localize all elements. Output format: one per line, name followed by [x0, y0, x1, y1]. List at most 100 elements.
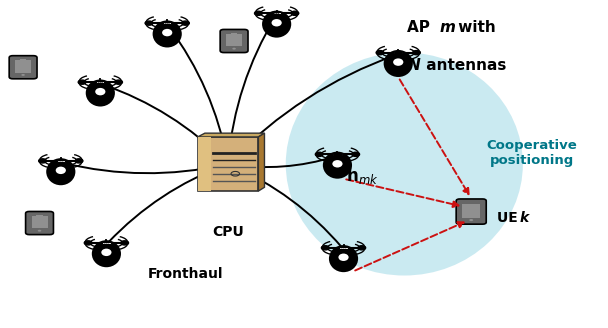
- Ellipse shape: [384, 50, 413, 77]
- Circle shape: [352, 152, 359, 156]
- Ellipse shape: [272, 19, 282, 27]
- Bar: [226, 34, 242, 46]
- Ellipse shape: [323, 152, 352, 179]
- FancyArrowPatch shape: [108, 165, 226, 242]
- Polygon shape: [198, 137, 258, 191]
- Circle shape: [358, 246, 365, 250]
- Ellipse shape: [262, 10, 291, 38]
- Bar: [163, 22, 171, 24]
- Circle shape: [469, 219, 473, 221]
- Circle shape: [339, 154, 340, 155]
- Circle shape: [182, 21, 189, 25]
- Circle shape: [21, 74, 25, 76]
- Bar: [15, 60, 31, 72]
- Circle shape: [62, 160, 63, 161]
- Bar: [57, 160, 65, 162]
- Text: UE: UE: [497, 211, 523, 225]
- Text: m: m: [440, 20, 455, 35]
- Bar: [333, 154, 342, 155]
- Ellipse shape: [92, 240, 121, 267]
- Circle shape: [38, 230, 41, 232]
- Text: AP: AP: [407, 20, 435, 35]
- Circle shape: [345, 247, 346, 248]
- Circle shape: [274, 13, 275, 14]
- Circle shape: [322, 246, 329, 250]
- Circle shape: [60, 160, 61, 161]
- Text: with: with: [453, 20, 496, 35]
- Circle shape: [167, 23, 168, 24]
- Text: CPU: CPU: [212, 225, 244, 239]
- FancyBboxPatch shape: [26, 212, 54, 235]
- Bar: [339, 247, 348, 249]
- Circle shape: [106, 242, 107, 243]
- Polygon shape: [198, 133, 264, 137]
- Ellipse shape: [162, 29, 172, 36]
- Circle shape: [58, 160, 60, 161]
- FancyArrowPatch shape: [169, 27, 227, 161]
- FancyArrowPatch shape: [230, 55, 396, 162]
- Polygon shape: [258, 133, 264, 191]
- Bar: [394, 52, 402, 53]
- Circle shape: [291, 11, 299, 15]
- Bar: [20, 59, 26, 60]
- Circle shape: [316, 152, 323, 156]
- Text: $\mathbf{h}_{mk}$: $\mathbf{h}_{mk}$: [345, 165, 378, 186]
- Bar: [462, 204, 480, 217]
- Text: Fronthaul: Fronthaul: [148, 267, 223, 281]
- Ellipse shape: [153, 20, 182, 48]
- Ellipse shape: [56, 167, 66, 174]
- Bar: [96, 81, 105, 83]
- Circle shape: [75, 159, 83, 163]
- Text: k: k: [520, 211, 529, 225]
- Circle shape: [232, 48, 236, 50]
- Circle shape: [168, 23, 170, 24]
- Ellipse shape: [339, 254, 348, 261]
- FancyBboxPatch shape: [456, 199, 486, 224]
- Circle shape: [335, 154, 336, 155]
- Circle shape: [341, 247, 342, 248]
- Ellipse shape: [102, 249, 111, 256]
- Ellipse shape: [333, 160, 342, 168]
- FancyBboxPatch shape: [9, 56, 37, 79]
- Bar: [102, 242, 111, 244]
- Circle shape: [276, 13, 277, 14]
- Circle shape: [413, 51, 420, 55]
- Circle shape: [39, 159, 46, 163]
- Ellipse shape: [286, 52, 523, 276]
- Ellipse shape: [329, 245, 358, 272]
- Bar: [231, 33, 237, 34]
- Circle shape: [100, 82, 101, 83]
- Circle shape: [78, 80, 86, 84]
- Circle shape: [343, 247, 344, 248]
- Ellipse shape: [393, 58, 403, 66]
- Circle shape: [98, 82, 99, 83]
- FancyArrowPatch shape: [228, 17, 275, 161]
- FancyArrowPatch shape: [103, 85, 226, 162]
- Circle shape: [165, 23, 166, 24]
- FancyBboxPatch shape: [220, 30, 248, 52]
- Text: N: N: [407, 58, 420, 73]
- Circle shape: [337, 154, 338, 155]
- Circle shape: [396, 52, 397, 53]
- FancyArrowPatch shape: [230, 165, 342, 247]
- Circle shape: [108, 242, 109, 243]
- Ellipse shape: [46, 158, 75, 185]
- Bar: [32, 216, 47, 228]
- Circle shape: [121, 241, 128, 245]
- Bar: [272, 12, 281, 14]
- Circle shape: [376, 51, 384, 55]
- FancyArrowPatch shape: [231, 157, 335, 167]
- Circle shape: [145, 21, 153, 25]
- Circle shape: [399, 52, 401, 53]
- Circle shape: [85, 241, 92, 245]
- Circle shape: [398, 52, 399, 53]
- Ellipse shape: [95, 88, 105, 95]
- Circle shape: [104, 242, 105, 243]
- Text: Cooperative
positioning: Cooperative positioning: [486, 138, 578, 167]
- Circle shape: [278, 13, 279, 14]
- Circle shape: [115, 80, 122, 84]
- FancyArrowPatch shape: [63, 163, 226, 173]
- Ellipse shape: [86, 79, 115, 107]
- Bar: [36, 215, 43, 216]
- Circle shape: [102, 82, 103, 83]
